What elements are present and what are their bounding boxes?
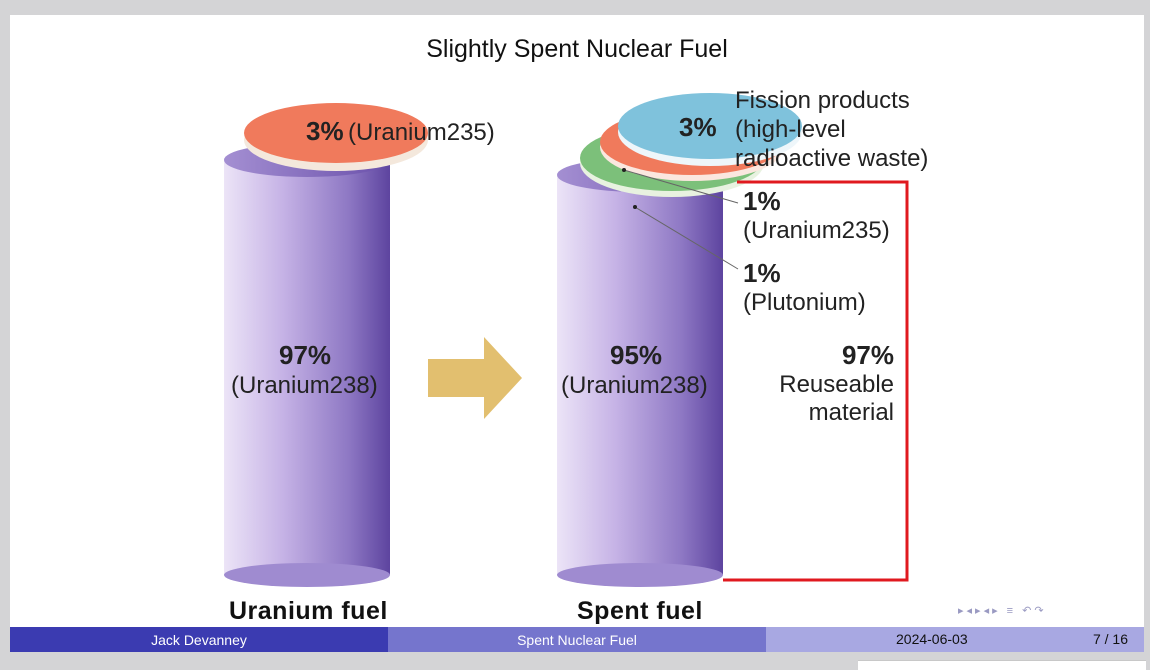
fuel-diagram	[224, 93, 909, 587]
uranium235-disc	[244, 103, 428, 171]
spent-uranium235-label: 1% (Uranium235)	[743, 186, 890, 244]
transform-arrow	[428, 337, 522, 419]
footer-date: 2024-06-03	[896, 631, 968, 647]
reusable-bracket	[723, 180, 909, 582]
footer-author: Jack Devanney	[10, 627, 388, 652]
spent-uranium238-pct: 95%	[610, 340, 663, 370]
plutonium-pointer-dot	[633, 205, 637, 209]
uranium-fuel-cylinder	[224, 143, 390, 587]
footer-title: Spent Nuclear Fuel	[388, 627, 766, 652]
reusable-material-label: 97% Reuseable material	[779, 340, 894, 426]
footer-page-number: 7 / 16	[1092, 631, 1128, 647]
beamer-navigation[interactable]: ▸◂▸◂▸ ≡ ↶↷	[958, 605, 1047, 617]
leader-lines	[623, 169, 739, 270]
window-bottom-strip	[858, 660, 1146, 670]
footer: Jack Devanney Spent Nuclear Fuel 2024-06…	[10, 627, 1144, 652]
uranium-fuel-caption: Uranium fuel	[229, 597, 388, 625]
fission-products-label: Fission products (high-level radioactive…	[735, 87, 929, 172]
uranium238-label: (Uranium238)	[231, 372, 378, 399]
fission-products-disc	[618, 93, 802, 166]
slide-title: Slightly Spent Nuclear Fuel	[426, 35, 728, 63]
plutonium-label: 1% (Plutonium)	[743, 258, 866, 316]
spent-uranium238-label: (Uranium238)	[561, 372, 708, 399]
uranium238-pct: 97%	[279, 340, 332, 370]
spent-fuel-caption: Spent fuel	[577, 597, 703, 625]
u235-pointer-dot	[622, 168, 626, 172]
slide: Slightly Spent Nuclear Fuel	[10, 15, 1144, 652]
fission-pct: 3%	[679, 112, 717, 142]
uranium235-label: 3% (Uranium235)	[306, 116, 495, 146]
footer-right: 2024-06-03 7 / 16	[766, 627, 1144, 652]
